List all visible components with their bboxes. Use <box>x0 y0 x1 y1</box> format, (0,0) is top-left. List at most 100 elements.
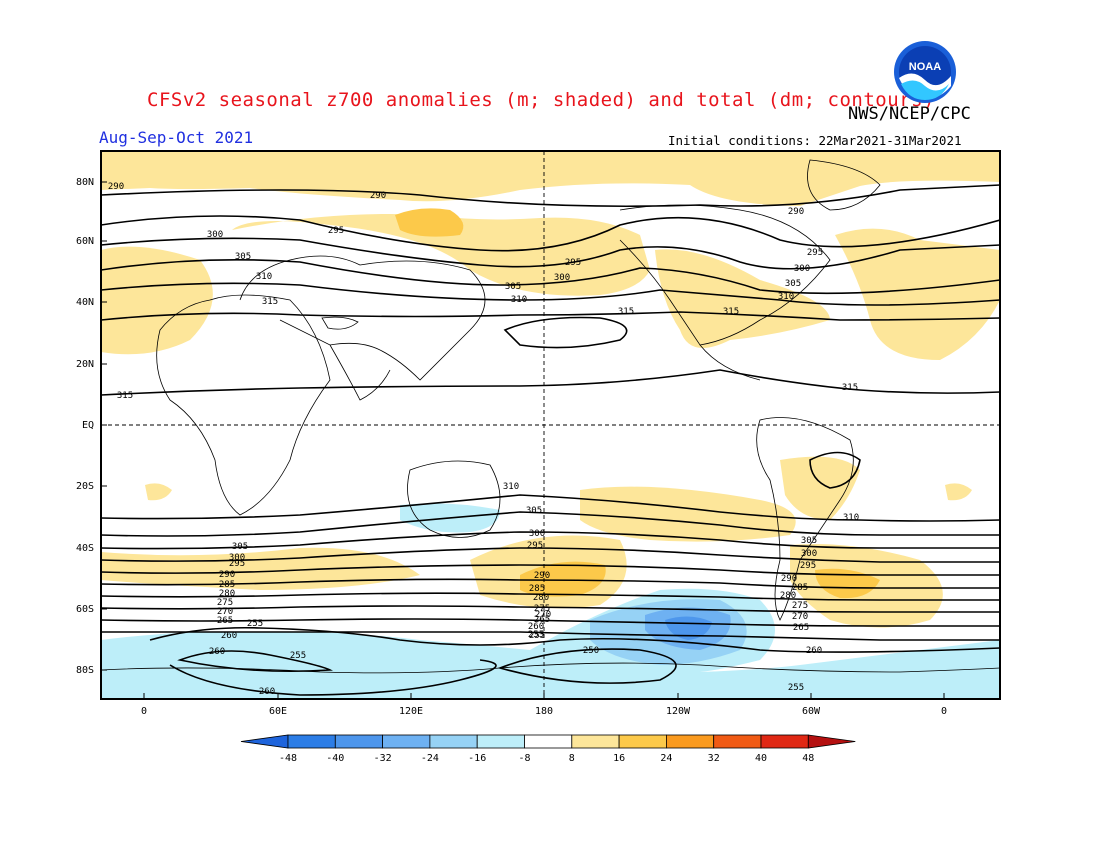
contour-label: 300 <box>207 230 223 240</box>
lat-label: 20N <box>76 359 94 370</box>
contour-label: 260 <box>209 647 225 657</box>
contour-label: 310 <box>256 272 272 282</box>
contour-label: 280 <box>780 591 796 601</box>
contour-label: 270 <box>217 607 233 617</box>
colorbar-swatch <box>760 734 809 749</box>
lat-label: 60S <box>76 604 94 615</box>
contour-label: 270 <box>535 610 551 620</box>
contour-label: 305 <box>526 506 542 516</box>
contour-label: 250 <box>583 646 599 656</box>
colorbar-tick: 16 <box>613 753 625 764</box>
colorbar-swatch <box>618 734 667 749</box>
contour-label: 290 <box>108 182 124 192</box>
lon-label: 60W <box>802 706 821 717</box>
coastlines <box>101 159 1000 674</box>
lon-label: 120E <box>399 706 423 717</box>
contour-label: 265 <box>793 623 809 633</box>
contour-label: 285 <box>792 583 808 593</box>
contour-label: 310 <box>843 513 859 523</box>
contour-label: 280 <box>533 593 549 603</box>
lat-label: 60N <box>76 236 94 247</box>
contour-label: 285 <box>529 584 545 594</box>
contour-label: 260 <box>259 687 275 697</box>
contour-label: 290 <box>788 207 804 217</box>
colorbar-swatch <box>666 734 715 749</box>
colorbar-swatch <box>334 734 383 749</box>
latitude-labels: 80N 60N 40N 20N EQ 20S 40S 60S 80S <box>76 177 107 676</box>
colorbar-swatch <box>571 734 620 749</box>
contour-label: 265 <box>217 616 233 626</box>
contour-label: 255 <box>788 683 804 693</box>
contour-label: 315 <box>842 383 858 393</box>
svg-text:NOAA: NOAA <box>909 61 941 73</box>
contour-label: 255 <box>290 651 306 661</box>
lon-label: 180 <box>535 706 553 717</box>
colorbar-tick: -48 <box>279 753 297 764</box>
contour-label: 300 <box>529 529 545 539</box>
colorbar-tick: 40 <box>755 753 767 764</box>
contour-label: 290 <box>534 571 550 581</box>
contour-label: 310 <box>778 292 794 302</box>
lat-label: 40S <box>76 543 94 554</box>
colorbar-tick: -40 <box>326 753 344 764</box>
colorbar: -48 -40 -32 -24 -16 -8 8 16 24 32 40 48 <box>240 734 856 764</box>
contour-label: 270 <box>792 612 808 622</box>
colorbar-swatch <box>429 734 478 749</box>
colorbar-tick: 48 <box>802 753 814 764</box>
colorbar-tick: 8 <box>569 753 575 764</box>
contour-label: 315 <box>117 391 133 401</box>
contour-label: 310 <box>503 482 519 492</box>
lat-label: 40N <box>76 297 94 308</box>
colorbar-tick: -32 <box>374 753 392 764</box>
contour-label: 265 <box>534 615 550 625</box>
contour-label: 255 <box>247 619 263 629</box>
contour-label: 295 <box>800 561 816 571</box>
contour-label: 260 <box>221 631 237 641</box>
contour-label: 305 <box>505 282 521 292</box>
chart-title: CFSv2 seasonal z700 anomalies (m; shaded… <box>147 89 935 111</box>
contour-label: 300 <box>229 553 245 563</box>
contour-label: 275 <box>792 601 808 611</box>
contour-label: 290 <box>370 191 386 201</box>
colorbar-swatch <box>713 734 762 749</box>
contour-label: 315 <box>723 307 739 317</box>
contour-label: 315 <box>618 307 634 317</box>
colorbar-swatch <box>524 734 573 749</box>
longitude-labels: 0 60E 120E 180 120W 60W 0 <box>141 693 947 717</box>
lat-label: EQ <box>82 420 94 431</box>
contour-label: 295 <box>807 248 823 258</box>
contour-label: 260 <box>528 622 544 632</box>
height-contours <box>101 184 1000 696</box>
contour-label: 305 <box>235 252 251 262</box>
initial-conditions: Initial conditions: 22Mar2021-31Mar2021 <box>668 133 962 148</box>
contour-label: 305 <box>785 279 801 289</box>
forecast-period: Aug-Sep-Oct 2021 <box>99 128 254 147</box>
contour-label: 300 <box>794 264 810 274</box>
colorbar-tick: -8 <box>518 753 530 764</box>
map-grid <box>101 151 1000 699</box>
contour-label: 255 <box>528 630 544 640</box>
lon-label: 0 <box>941 706 947 717</box>
noaa-logo: NOAA <box>894 41 956 103</box>
lon-label: 120W <box>666 706 691 717</box>
contour-label: 280 <box>219 589 235 599</box>
colorbar-arrow-high <box>807 734 856 749</box>
colorbar-tick: -16 <box>468 753 486 764</box>
lat-label: 80N <box>76 177 94 188</box>
contour-label: 255 <box>529 631 545 641</box>
contour-label: 295 <box>328 226 344 236</box>
contour-label: 295 <box>565 258 581 268</box>
lon-label: 60E <box>269 706 287 717</box>
contour-label: 275 <box>534 604 550 614</box>
contour-label: 290 <box>781 574 797 584</box>
contour-label: 295 <box>527 541 543 551</box>
contour-label: 260 <box>806 646 822 656</box>
contour-label: 305 <box>232 542 248 552</box>
colorbar-swatch <box>287 734 336 749</box>
contour-label: 290 <box>219 570 235 580</box>
contour-label: 275 <box>217 598 233 608</box>
colorbar-swatch <box>476 734 525 749</box>
contour-label: 305 <box>801 536 817 546</box>
